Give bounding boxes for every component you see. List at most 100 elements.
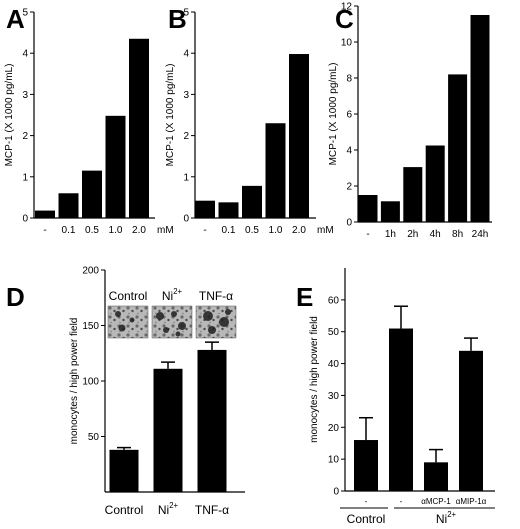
x-tick-label: 0.1 [62, 225, 76, 236]
bar [380, 201, 400, 222]
y-axis-title: monocytes / high power field [309, 316, 320, 443]
micrograph-thumbnail [107, 305, 149, 339]
panel-letter-e: E [296, 282, 313, 312]
bar [109, 449, 139, 492]
y-tick-label: 3 [183, 90, 189, 101]
x-tick-label: - [366, 229, 369, 240]
x-tick-label: - [400, 497, 403, 506]
panel-d: D 50 100 150 200 monocytes / high power field… [6, 266, 245, 517]
cell-blob [203, 311, 213, 321]
bar [82, 170, 102, 218]
bar [459, 350, 483, 491]
y-tick-label: 0 [22, 214, 28, 225]
cell-blob [178, 322, 186, 330]
panel-letter-d: D [6, 282, 25, 312]
y-tick-label: 6 [346, 110, 352, 121]
y-tick-label: 12 [341, 2, 353, 13]
x-tick-label: αMCP-1 [421, 497, 451, 506]
cell-blob [115, 311, 121, 317]
y-axis-title: monocytes / high power field [69, 318, 80, 445]
cell-blob [171, 311, 177, 317]
x-tick-label: αMIP-1α [456, 497, 487, 506]
group-label-control: Control [347, 512, 386, 526]
x-tick-label: 2.0 [292, 225, 306, 236]
x-tick-label-ni: Ni2+ [158, 501, 179, 517]
y-tick-label: 4 [22, 49, 28, 60]
cell-blob [129, 317, 135, 323]
x-tick-label: 1h [385, 229, 396, 240]
y-tick-label: 0 [183, 214, 189, 225]
y-tick-label: 50 [88, 432, 100, 443]
bar [218, 202, 239, 218]
bar [129, 38, 149, 218]
bar [425, 145, 445, 222]
bar [195, 200, 215, 218]
panel-e: E 0 10 20 30 40 50 60 monocytes / high power fie… [296, 268, 495, 526]
y-axis-title: MCP-1 (X 1000 pg/mL) [328, 63, 339, 166]
y-axis-title: MCP-1 (X 1000 pg/mL) [165, 64, 176, 167]
bar [470, 15, 490, 222]
y-tick-label: 5 [22, 8, 28, 19]
cell-blob [208, 326, 216, 334]
x-tick-label: 0.1 [222, 225, 236, 236]
x-tick-label: - [43, 225, 46, 236]
y-tick-label: 4 [346, 146, 352, 157]
y-tick-label: 50 [328, 327, 340, 338]
panel-letter-a: A [6, 4, 25, 34]
x-tick-label: 0.5 [85, 225, 99, 236]
y-tick-label: 0 [346, 218, 352, 229]
bar [265, 123, 286, 218]
y-tick-label: 150 [82, 321, 99, 332]
y-tick-label: 1 [183, 172, 189, 183]
panel-letter-b: B [168, 4, 187, 34]
y-tick-label: 2 [22, 131, 28, 142]
y-tick-label: 1 [22, 172, 28, 183]
x-unit-label: mM [317, 225, 334, 236]
image-label: TNF-α [199, 289, 233, 303]
y-tick-label: 100 [82, 377, 99, 388]
y-tick-label: 10 [328, 455, 340, 466]
x-tick-label: 8h [452, 229, 463, 240]
cell-blob [225, 309, 231, 315]
panel-b: B 0 1 2 3 4 5 MCP-1 (X 1000 pg/mL) - 0.1 0.5 1.0 2.0… [165, 4, 334, 236]
y-tick-label: 4 [183, 49, 189, 60]
bar [153, 368, 183, 492]
x-tick-label: - [203, 225, 206, 236]
bar [35, 210, 55, 218]
y-tick-label: 30 [328, 391, 340, 402]
bar [105, 115, 126, 218]
x-tick-label: 1.0 [109, 225, 123, 236]
cell-blob [118, 324, 126, 332]
bar [448, 74, 468, 223]
panel-letter-c: C [335, 4, 354, 34]
cell-blob [219, 317, 229, 327]
bar [358, 195, 378, 222]
y-tick-label: 10 [341, 38, 353, 49]
y-tick-label: 60 [328, 295, 340, 306]
x-tick-label: - [365, 497, 368, 506]
y-tick-label: 200 [82, 266, 99, 277]
x-tick-label: 0.5 [245, 225, 259, 236]
bar [289, 54, 309, 218]
x-tick-label: Control [105, 503, 144, 517]
x-tick-label: TNF-α [195, 503, 229, 517]
y-tick-label: 2 [183, 131, 189, 142]
bar [354, 440, 378, 491]
x-tick-label: 24h [472, 229, 489, 240]
x-tick-label: 4h [430, 229, 441, 240]
bar [403, 167, 423, 222]
cell-blob [156, 312, 164, 320]
y-tick-label: 20 [328, 423, 340, 434]
y-tick-label: 3 [22, 90, 28, 101]
group-label-ni: Ni2+ [436, 510, 457, 526]
x-tick-label: 2h [407, 229, 418, 240]
y-tick-label: 40 [328, 359, 340, 370]
image-label-ni: Ni2+ [162, 287, 183, 303]
bar [389, 328, 413, 491]
cell-blob [175, 331, 181, 337]
y-tick-label: 8 [346, 74, 352, 85]
y-tick-label: 5 [183, 8, 189, 19]
x-tick-label: 2.0 [132, 225, 146, 236]
bar [197, 349, 227, 492]
